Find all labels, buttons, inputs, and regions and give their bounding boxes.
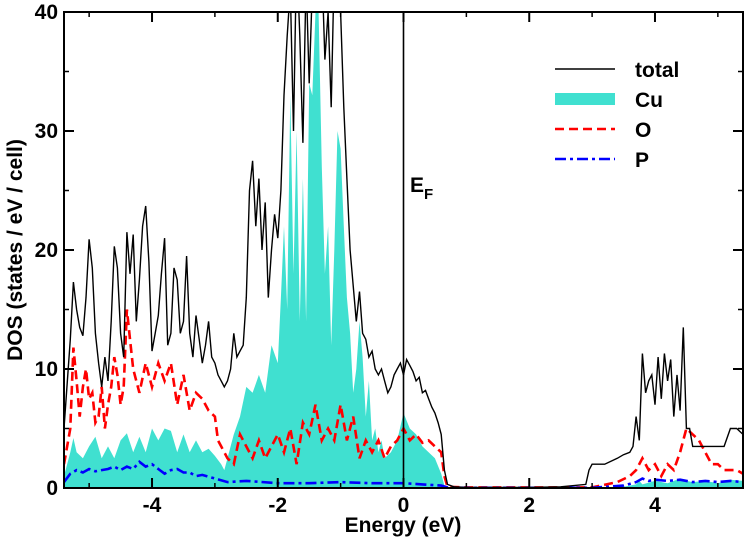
y-tick-label: 40	[35, 1, 58, 24]
y-tick-label: 30	[35, 120, 58, 143]
p-line	[64, 460, 743, 488]
total-line	[64, 12, 743, 488]
fermi-annotation: EF	[410, 174, 433, 203]
legend-item-total: total	[555, 59, 679, 82]
x-tick-label: -4	[143, 494, 162, 517]
y-tick-label: 20	[35, 239, 58, 262]
x-tick-label: -2	[268, 494, 287, 517]
legend-label-total: total	[635, 59, 679, 82]
legend-label-p: P	[635, 149, 649, 172]
series-layer	[64, 12, 743, 488]
y-axis-title: DOS (states / eV / cell)	[4, 139, 27, 361]
o-line	[64, 309, 743, 488]
legend-item-o: O	[555, 119, 651, 142]
legend-label-cu: Cu	[635, 89, 663, 112]
x-tick-label: 0	[398, 494, 410, 517]
x-tick-label: 4	[649, 494, 661, 517]
y-tick-label: 10	[35, 358, 58, 381]
legend: total Cu O P	[555, 59, 679, 172]
legend-item-cu: Cu	[555, 89, 663, 112]
x-axis: -4 -2 0 2 4	[88, 12, 719, 517]
y-tick-label: 0	[46, 477, 58, 500]
y-axis: 0 10 20 30 40	[35, 1, 743, 500]
x-tick-label: 2	[523, 494, 535, 517]
legend-item-p: P	[555, 149, 649, 172]
legend-label-o: O	[635, 119, 651, 142]
x-axis-title: Energy (eV)	[345, 514, 462, 537]
legend-swatch-cu	[555, 93, 615, 105]
